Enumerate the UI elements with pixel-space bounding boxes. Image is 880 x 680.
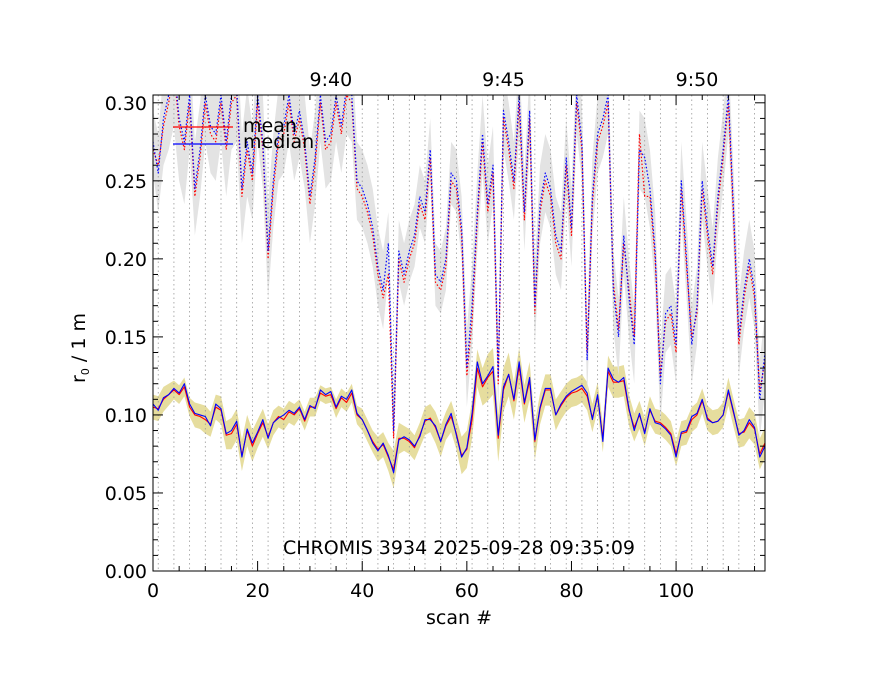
x-axis-title: scan # <box>426 607 492 629</box>
time-gridlines <box>157 95 755 571</box>
plot-frame <box>152 94 766 572</box>
x-tick-label: 0 <box>147 580 159 602</box>
y-tick-label: 0.25 <box>105 171 147 193</box>
band-lower-mean <box>153 347 765 489</box>
y-axis-title-sub: 0 <box>79 368 92 375</box>
uncertainty-bands <box>153 95 765 489</box>
axis-ticks <box>152 95 765 572</box>
tick-labels: 0 20 40 60 80 100 0.00 0.05 0.10 0.15 0.20 0.25 0.30 <box>105 93 695 602</box>
y-axis-title-main: r <box>68 375 90 383</box>
x-tick-label: 60 <box>455 580 479 602</box>
series-median-upper <box>153 95 765 432</box>
legend-label-median: median <box>243 131 314 153</box>
legend-label-mean: mean <box>243 115 297 137</box>
y-axis-title: r0 / 1 m <box>68 313 92 383</box>
y-tick-label: 0.10 <box>105 405 147 427</box>
series-lines <box>153 95 765 474</box>
time-label: 9:40 <box>310 69 353 91</box>
chart-annotation: CHROMIS 3934 2025-09-28 09:35:09 <box>283 537 635 559</box>
band-upper-median <box>153 95 765 462</box>
y-tick-label: 0.30 <box>105 93 147 115</box>
y-axis-title-rest: / 1 m <box>68 313 90 368</box>
x-tick-label: 100 <box>658 580 694 602</box>
time-label: 9:50 <box>676 69 719 91</box>
x-tick-label: 80 <box>559 580 583 602</box>
legend: mean median <box>173 115 314 153</box>
y-tick-label: 0.00 <box>105 561 147 583</box>
x-tick-label: 20 <box>246 580 270 602</box>
y-tick-label: 0.20 <box>105 249 147 271</box>
x-tick-label: 40 <box>350 580 374 602</box>
time-label: 9:45 <box>482 69 525 91</box>
series-median-lower <box>153 361 765 474</box>
y-tick-label: 0.05 <box>105 483 147 505</box>
time-labels: 9:40 9:45 9:50 <box>310 69 719 91</box>
y-tick-label: 0.15 <box>105 327 147 349</box>
